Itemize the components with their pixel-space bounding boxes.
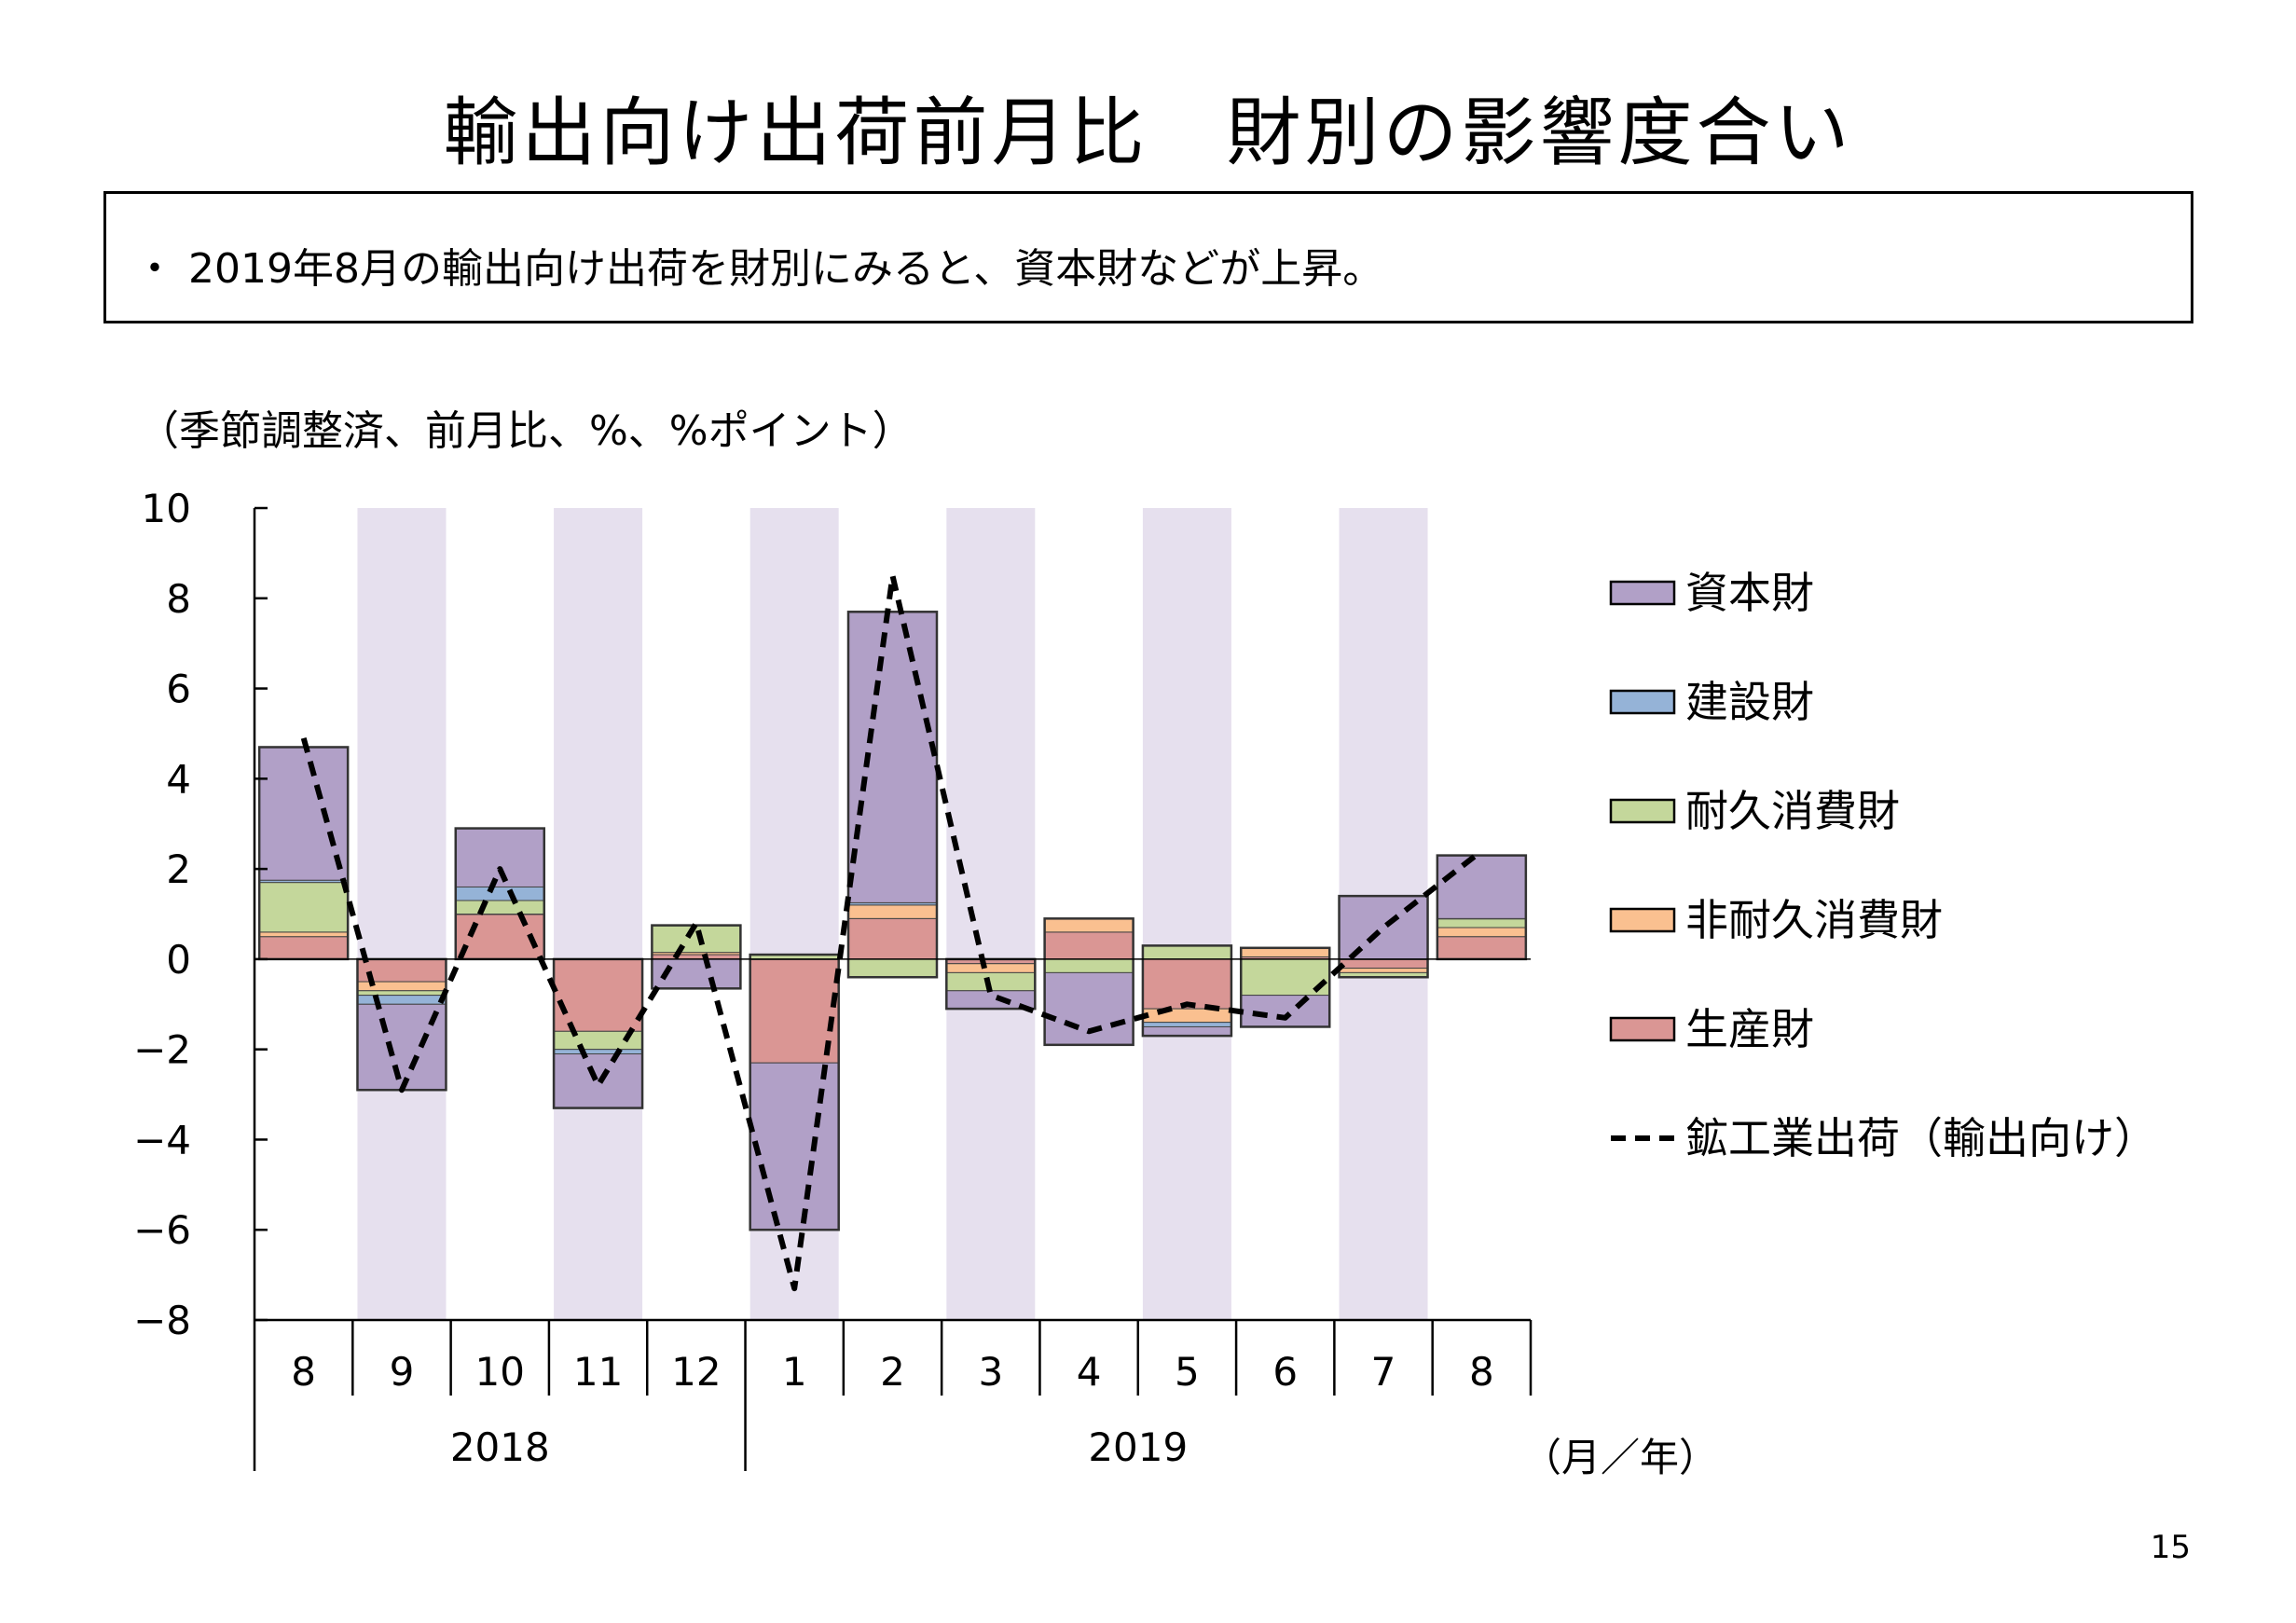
x-tick-label: 12 (671, 1349, 721, 1395)
y-tick-label: 0 (166, 937, 191, 983)
bar-segment (847, 904, 938, 919)
bar-segment (455, 900, 545, 915)
bar-segment (455, 886, 545, 901)
legend-label: 鉱工業出荷（輸出向け） (1685, 1113, 2157, 1163)
bar-segment (847, 611, 938, 903)
year-label: 2019 (1088, 1424, 1188, 1470)
bar-segment (356, 995, 447, 1005)
bar-segment (1240, 947, 1330, 957)
bar-outline (1043, 917, 1134, 1047)
x-tick-label: 9 (390, 1349, 415, 1395)
bar-segment (258, 931, 349, 938)
x-tick-label: 8 (1469, 1349, 1494, 1395)
bar-segment (1044, 917, 1134, 933)
shade-band (946, 508, 1036, 1320)
bar-segment (1044, 958, 1134, 973)
bar-segment (1339, 968, 1429, 973)
x-tick-label: 2 (880, 1349, 905, 1395)
y-tick-label: −8 (133, 1298, 191, 1343)
shade-band (357, 508, 447, 1320)
bar-segment (258, 936, 349, 960)
x-tick-label: 5 (1175, 1349, 1200, 1395)
page-title: 輸出向け出荷前月比 財別の影響度合い (443, 89, 1853, 176)
bar-segment (1142, 958, 1232, 1010)
bar-outline (1338, 894, 1429, 979)
shade-band (1142, 508, 1231, 1320)
bar-segment (553, 1049, 643, 1055)
legend-label: 建設財 (1685, 677, 1814, 727)
y-tick-label: −2 (133, 1027, 191, 1073)
x-tick-label: 7 (1371, 1349, 1396, 1395)
y-tick-label: −4 (133, 1117, 191, 1162)
y-tick-label: 10 (142, 486, 191, 531)
legend-swatch (1609, 907, 1676, 933)
shade-band (554, 508, 643, 1320)
legend-label: 耐久消費財 (1685, 786, 1900, 836)
legend-swatch (1609, 1016, 1676, 1042)
total-line-path (300, 572, 1484, 1292)
legend-swatch (1609, 689, 1676, 715)
bar-segment (1437, 855, 1527, 919)
legend-swatch (1609, 580, 1676, 606)
bar-segment (258, 746, 349, 881)
bar-segment (356, 990, 447, 997)
legend-label: 資本財 (1685, 568, 1814, 618)
x-unit-label: （月／年） (1522, 1435, 1718, 1480)
bar-segment (455, 828, 545, 887)
x-tick-label: 4 (1077, 1349, 1102, 1395)
y-tick-label: 4 (166, 756, 191, 802)
unit-note: （季節調整済、前月比、%、%ポイント） (138, 407, 914, 455)
bar-outline (1141, 944, 1233, 1038)
bar-segment (1437, 917, 1527, 928)
shade-bands (357, 508, 1428, 1320)
x-tick-label: 6 (1272, 1349, 1298, 1395)
total-line (300, 572, 1484, 1292)
bar-outline (749, 953, 840, 1231)
x-tick-label: 3 (978, 1349, 1003, 1395)
bar-segment (945, 963, 1036, 973)
bar-segment (1044, 931, 1134, 960)
x-tick-label: 8 (291, 1349, 316, 1395)
bar-segment (258, 882, 349, 933)
y-tick-label: −6 (133, 1207, 191, 1253)
bar-segment (1339, 958, 1429, 970)
bar-segment (1437, 927, 1527, 938)
year-label: 2018 (450, 1424, 550, 1470)
x-tick-label: 11 (573, 1349, 623, 1395)
legend-label: 生産財 (1685, 1004, 1814, 1054)
bar-segment (1142, 944, 1232, 960)
page-number: 15 (2150, 1529, 2191, 1566)
y-tick-label: 8 (166, 576, 191, 622)
bar-segment (1142, 1025, 1232, 1037)
bar-outline (846, 611, 939, 979)
bar-segment (1142, 1022, 1232, 1027)
y-tick-label: 6 (166, 667, 191, 712)
summary-box: ・ 2019年8月の輸出向け出荷を財別にみると、資本財などが上昇。 (103, 191, 2193, 323)
y-tick-label: 2 (166, 846, 191, 892)
bar-segment (1437, 936, 1527, 960)
legend-label: 非耐久消費財 (1685, 895, 1943, 945)
summary-text: ・ 2019年8月の輸出向け出荷を財別にみると、資本財などが上昇。 (134, 245, 1384, 293)
bar-segment (651, 925, 741, 954)
bar-segment (553, 958, 643, 1032)
bar-segment (847, 917, 938, 960)
bar-segment (847, 958, 938, 978)
bar-segment (749, 1062, 840, 1231)
x-tick-label: 1 (782, 1349, 807, 1395)
bar-outline (1239, 946, 1331, 1028)
x-tick-label: 10 (475, 1349, 525, 1395)
bars (257, 611, 1528, 1231)
legend-swatch (1609, 798, 1676, 824)
